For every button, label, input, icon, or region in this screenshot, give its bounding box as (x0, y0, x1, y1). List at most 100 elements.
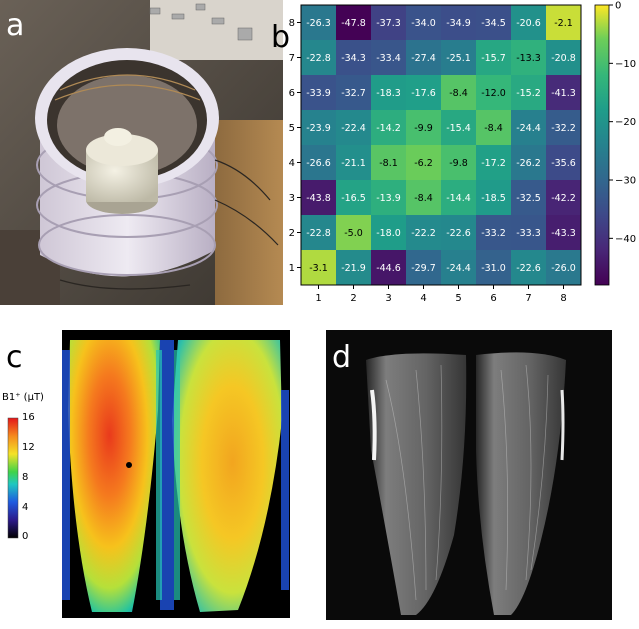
heatmap-cell-label: -32.7 (341, 88, 366, 99)
heatmap-cell (511, 145, 546, 180)
panel-label-d: d (332, 340, 352, 375)
heatmap-cell-label: -18.0 (376, 228, 401, 239)
heatmap-cell (301, 145, 336, 180)
heatmap-cell (546, 215, 581, 250)
heatmap-cell-label: -15.4 (446, 123, 471, 134)
heatmap-cell (441, 75, 476, 110)
heatmap-cell (546, 250, 581, 285)
heatmap-cell-label: -35.6 (551, 158, 576, 169)
heatmap-cell-label: -17.2 (481, 158, 506, 169)
heatmap-cell-label: -25.1 (446, 53, 471, 64)
heatmap-cell (476, 215, 511, 250)
heatmap-cell-label: -15.7 (481, 53, 506, 64)
heatmap-cell-label: -33.3 (516, 228, 541, 239)
heatmap-cell (406, 40, 441, 75)
heatmap-cell (371, 5, 406, 40)
heatmap-cell-label: -44.6 (376, 263, 401, 274)
heatmap-cell-label: -2.1 (554, 18, 573, 29)
panel-b-heatmap: -26.3 -47.8 -37.3 -34.0 -34.9 -34.5 -20.6 -2.1 -… (271, 0, 639, 315)
heatmap-cell (546, 145, 581, 180)
colorbar-tick-label: 0 (615, 1, 621, 12)
heatmap-cell-label: -6.2 (414, 158, 433, 169)
heatmap-cell (406, 5, 441, 40)
heatmap-cell-label: -3.1 (309, 263, 328, 274)
heatmap-cell (371, 180, 406, 215)
y-tick-label: 8 (289, 18, 295, 29)
heatmap-cell (336, 40, 371, 75)
heatmap-cell (476, 145, 511, 180)
heatmap-cell (441, 110, 476, 145)
b1-field-map (7, 330, 290, 618)
heatmap-cell-label: -14.4 (446, 193, 471, 204)
heatmap-cell-label: -37.3 (376, 18, 401, 29)
heatmap-cell (371, 145, 406, 180)
x-tick-label: 6 (490, 293, 496, 304)
heatmap-cell (441, 40, 476, 75)
heatmap-cell-label: -14.2 (376, 123, 401, 134)
heatmap-cell-label: -22.6 (446, 228, 471, 239)
heatmap-cell (511, 5, 546, 40)
heatmap-cell-label: -41.3 (551, 88, 576, 99)
heatmap-cell (511, 250, 546, 285)
heatmap-cell-label: -26.6 (306, 158, 331, 169)
heatmap-cell-label: -21.1 (341, 158, 366, 169)
heatmap-cell-label: -29.7 (411, 263, 436, 274)
panel-c-b1-map: c B1⁺ (µT) 16 12 8 4 0 (0, 330, 300, 625)
heatmap-cell-label: -20.6 (516, 18, 541, 29)
heatmap-cell-label: -33.9 (306, 88, 331, 99)
heatmap-cell (476, 110, 511, 145)
heatmap-cell-label: -18.3 (376, 88, 401, 99)
mr-leg-image (366, 352, 566, 615)
heatmap-cell-label: -8.4 (484, 123, 503, 134)
heatmap-cell-label: -13.3 (516, 53, 541, 64)
heatmap-cell-label: -15.2 (516, 88, 541, 99)
heatmap-cell (441, 180, 476, 215)
heatmap-cell (511, 75, 546, 110)
heatmap-cell (406, 250, 441, 285)
heatmap-cell (441, 5, 476, 40)
colorbar-tick-label: −30 (615, 176, 636, 187)
heatmap-cell-label: -24.4 (516, 123, 541, 134)
panel-label-a: a (6, 8, 25, 43)
heatmap-cell (371, 40, 406, 75)
heatmap-cell-label: -26.2 (516, 158, 541, 169)
heatmap-cell (301, 215, 336, 250)
heatmap-cell (406, 145, 441, 180)
heatmap-cell-label: -24.4 (446, 263, 471, 274)
panel-a-photo: a (0, 0, 283, 305)
heatmap-cell-label: -20.8 (551, 53, 576, 64)
x-tick-label: 5 (455, 293, 461, 304)
heatmap-cell-label: -34.5 (481, 18, 506, 29)
b1-colorbar-tick-8: 8 (22, 472, 29, 483)
heatmap-cell (441, 215, 476, 250)
heatmap-cell (371, 250, 406, 285)
heatmap-cell (441, 145, 476, 180)
heatmap-cell (546, 75, 581, 110)
y-tick-label: 7 (289, 53, 295, 64)
heatmap-cell (371, 110, 406, 145)
heatmap-cell-label: -17.6 (411, 88, 436, 99)
heatmap-cell (546, 5, 581, 40)
y-tick-label: 4 (289, 158, 295, 169)
heatmap-cell (336, 110, 371, 145)
x-tick-label: 4 (420, 293, 426, 304)
heatmap-cell (301, 180, 336, 215)
heatmap-cell-label: -18.5 (481, 193, 506, 204)
y-tick-label: 3 (289, 193, 295, 204)
b1-colorbar-tick-0: 0 (22, 531, 29, 542)
heatmap-y-ticks: 8 7 6 5 4 3 2 1 (289, 18, 301, 274)
y-tick-label: 1 (289, 263, 295, 274)
heatmap-cell (546, 40, 581, 75)
heatmap-cell (336, 215, 371, 250)
heatmap-cell-label: -32.2 (551, 123, 576, 134)
panel-d-mr-image: d (326, 330, 612, 620)
heatmap-cell-label: -8.4 (414, 193, 433, 204)
heatmap-cell (476, 75, 511, 110)
y-tick-label: 6 (289, 88, 295, 99)
heatmap-cell-label: -21.9 (341, 263, 366, 274)
heatmap-cell (511, 215, 546, 250)
heatmap-cell-label: -22.2 (411, 228, 436, 239)
heatmap-cell (301, 110, 336, 145)
heatmap-cell-label: -34.0 (411, 18, 436, 29)
colorbar-tick-label: −20 (615, 117, 636, 128)
